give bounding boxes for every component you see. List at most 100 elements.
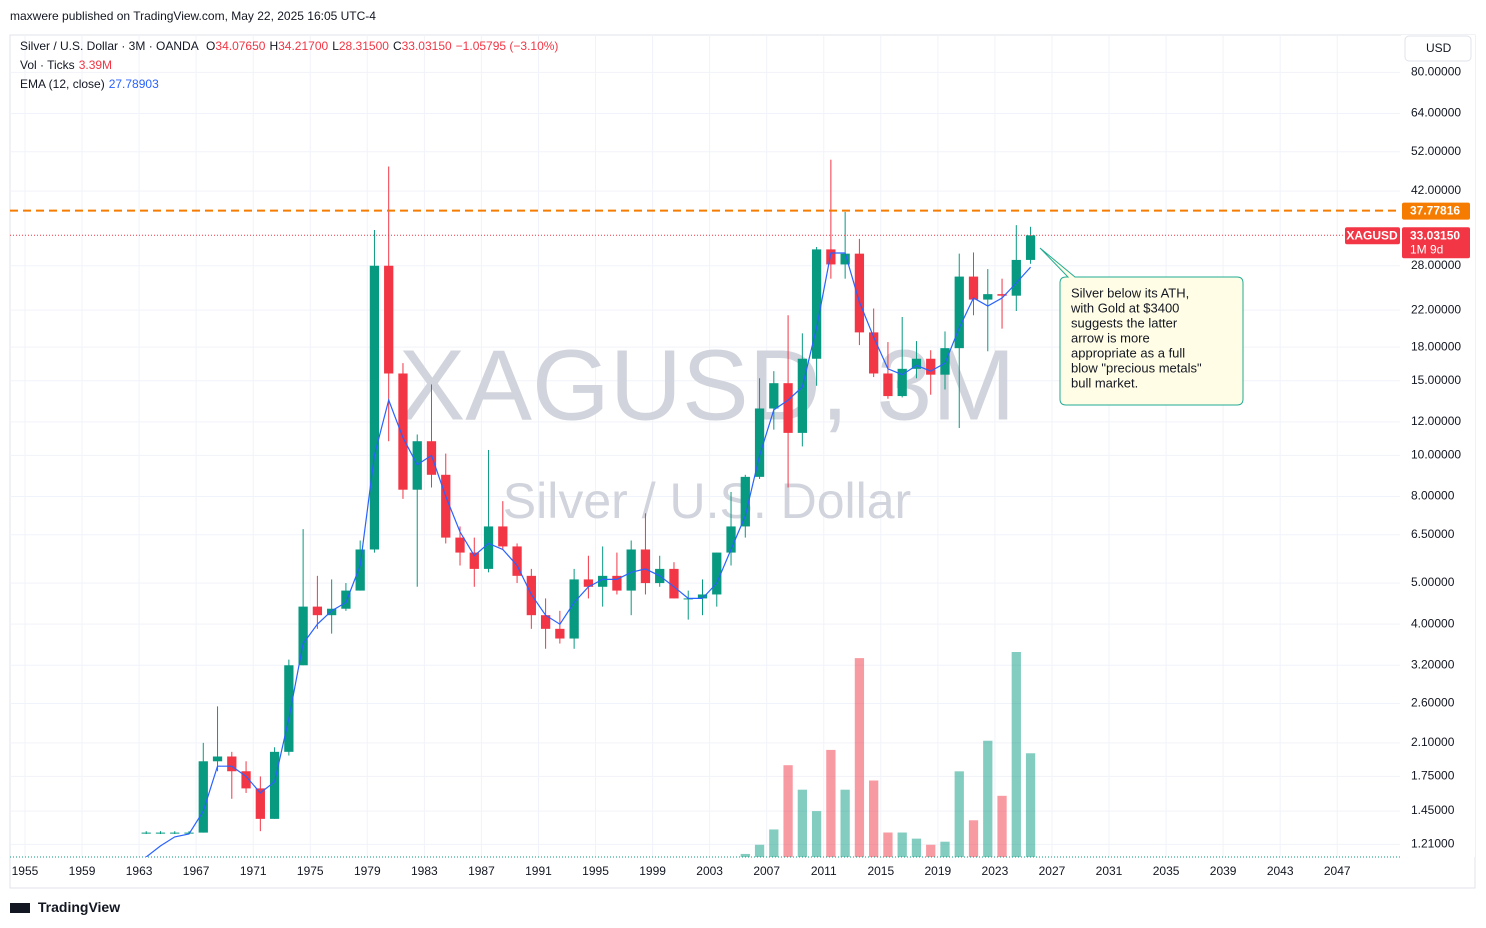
y-tick-label: 52.00000 — [1411, 144, 1461, 158]
candle-body — [341, 590, 351, 609]
candle-body — [869, 332, 879, 374]
watermark-description: Silver / U.S. Dollar — [503, 473, 911, 529]
x-tick-label: 2011 — [811, 864, 837, 878]
volume-bar — [897, 832, 907, 857]
y-tick-label: 1.21000 — [1411, 837, 1455, 851]
volume-bar — [754, 844, 765, 857]
candle-body — [783, 383, 793, 433]
price-axis-bg — [1401, 35, 1475, 857]
ohlc-key: H — [269, 39, 279, 53]
x-tick-label: 1979 — [354, 864, 381, 878]
candle-body — [926, 358, 936, 375]
candle-body — [1025, 235, 1036, 260]
x-tick-label: 2047 — [1324, 864, 1351, 878]
volume-bar — [854, 658, 865, 857]
currency-button[interactable] — [1404, 35, 1472, 62]
y-tick-label: 5.00000 — [1411, 575, 1455, 589]
volume-bar — [811, 811, 822, 857]
y-tick-label: 22.00000 — [1411, 302, 1461, 316]
candle-body — [555, 628, 565, 639]
volume-bar — [1011, 652, 1021, 857]
candle-body — [498, 526, 508, 547]
symbol-label-bg — [1345, 227, 1400, 245]
brand-text: TradingView — [37, 899, 121, 915]
candle-body — [255, 788, 265, 819]
x-tick-label: 1991 — [525, 864, 552, 878]
y-tick-label: 2.60000 — [1411, 696, 1455, 710]
candle-body — [227, 756, 237, 772]
x-tick-label: 2039 — [1210, 864, 1237, 878]
candle-body — [512, 546, 522, 576]
ema-value: 27.78903 — [108, 77, 159, 91]
candle-body — [826, 249, 836, 265]
x-tick-label: 1987 — [468, 864, 495, 878]
x-tick-label: 2035 — [1153, 864, 1180, 878]
price-axis: USD 80.00000 64.00000 52.00000 42.00000 28.0… — [1401, 35, 1475, 857]
x-tick-label: 1995 — [582, 864, 609, 878]
x-tick-label: 1975 — [297, 864, 324, 878]
candle-body — [298, 606, 308, 666]
x-tick-label: 2027 — [1039, 864, 1066, 878]
candle-body — [583, 579, 594, 587]
x-tick-label: 2019 — [925, 864, 952, 878]
annotation-line: suggests the latter — [1071, 315, 1178, 330]
candle-body — [697, 594, 708, 599]
volume-bar — [940, 841, 950, 857]
y-tick-label: 12.00000 — [1411, 414, 1461, 428]
candle-body — [626, 549, 636, 591]
brand-logo — [10, 903, 30, 914]
x-tick-label: 2031 — [1096, 864, 1123, 878]
candle-body — [212, 756, 223, 762]
symbol-label: XAGUSD — [1346, 228, 1398, 242]
ema-line — [145, 252, 1032, 857]
candle-body — [840, 253, 850, 265]
x-tick-label: 1999 — [639, 864, 666, 878]
grid — [10, 35, 1400, 857]
ohlc-key: C — [392, 39, 402, 53]
y-tick-label: 1.45000 — [1411, 803, 1455, 817]
candle-body — [598, 575, 608, 587]
watermark-symbol: XAGUSD, 3M — [399, 329, 1016, 441]
symbol-legend: Silver / U.S. Dollar · 3M · OANDA O34.07… — [20, 39, 562, 53]
y-tick-label: 64.00000 — [1411, 106, 1461, 120]
brand: TradingView — [10, 899, 124, 915]
currency[interactable]: USD — [1426, 41, 1452, 55]
volume-value: 3.39M — [78, 58, 113, 72]
ohlc-key: L — [332, 39, 339, 53]
time-axis: 1955 1959 1963 1967 1971 1975 1979 1983 1987 1991… — [12, 864, 1351, 878]
annotation-line: arrow is more — [1071, 330, 1150, 345]
candle-body — [712, 552, 722, 595]
x-tick-label: 2007 — [753, 864, 780, 878]
publish-info: maxwere published on TradingView.com, Ma… — [10, 9, 380, 23]
candle-body — [797, 358, 807, 433]
x-tick-label: 1967 — [183, 864, 210, 878]
annotation-line: with Gold at $3400 — [1070, 300, 1179, 315]
price-label: 33.03150 — [1410, 228, 1460, 242]
candle-body — [1011, 259, 1021, 296]
price-label-bg — [1402, 202, 1470, 220]
annotation-callout: Silver below its ATH,with Gold at $3400s… — [1039, 247, 1244, 406]
annotation-line: bull market. — [1071, 375, 1138, 390]
candle-body — [754, 408, 765, 477]
annotation-line: blow "precious metals" — [1071, 360, 1202, 375]
candle-body — [312, 606, 323, 616]
publish-text: maxwere published on TradingView.com, Ma… — [10, 9, 376, 23]
candle-body — [155, 832, 166, 834]
x-tick-label: 2043 — [1267, 864, 1294, 878]
ohlc-value: 34.07650 — [215, 39, 266, 53]
volume-bar — [869, 780, 879, 857]
annotation-line: appropriate as a full — [1071, 345, 1185, 360]
volume-bar — [840, 789, 850, 857]
ema-legend: EMA (12, close) 27.78903 — [20, 77, 163, 91]
candle-body — [269, 751, 280, 819]
watermark: XAGUSD, 3M Silver / U.S. Dollar — [399, 329, 1016, 529]
candle-body — [640, 549, 651, 584]
candle-body — [897, 368, 907, 397]
candle-body — [170, 832, 180, 834]
countdown: 1M 9d — [1410, 242, 1443, 256]
symbol-name: Silver / U.S. Dollar · 3M · OANDA — [20, 39, 199, 53]
ohlc-value: 33.03150 — [401, 39, 452, 53]
volume-bar — [911, 838, 922, 857]
y-tick-label: 80.00000 — [1411, 65, 1461, 79]
